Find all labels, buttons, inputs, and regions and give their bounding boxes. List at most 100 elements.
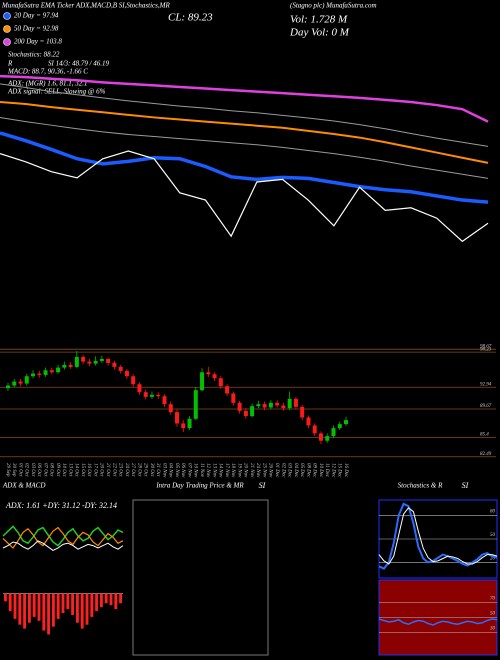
x-tick-label: 15 Oct <box>80 463 85 477</box>
candle-body <box>99 358 104 361</box>
candle-body <box>18 381 23 384</box>
x-tick-label: 29 Oct <box>143 463 148 477</box>
x-tick-label: 30 Sep <box>11 463 16 477</box>
panel-subtitle: ADX: 1.61 +DY: 31.12 -DY: 32.14 <box>5 501 117 510</box>
x-tick-label: 16 Oct <box>86 463 91 477</box>
x-tick-label: 05 Dec <box>299 463 304 478</box>
candle-body <box>306 417 311 426</box>
adx-signal: ADX signal: SELL, Slowing @ 6% <box>7 88 106 96</box>
x-tick-label: 24 Oct <box>124 463 129 477</box>
line <box>2 540 124 551</box>
x-tick-label: 05 Nov <box>174 463 179 478</box>
bar <box>71 593 75 615</box>
candle-body <box>193 390 198 419</box>
bar <box>61 593 65 613</box>
candle-body <box>262 404 267 408</box>
candle-body <box>68 364 73 367</box>
x-tick-label: 11 Dec <box>324 463 329 478</box>
y-tick-label: 98.67 <box>480 344 492 349</box>
x-tick-label: 04 Dec <box>293 463 298 478</box>
line <box>0 83 489 147</box>
close-price: CL: 89.23 <box>168 12 213 24</box>
x-tick-label: 18 Nov <box>230 463 235 478</box>
candle-body <box>24 376 29 384</box>
x-tick-label: 31 Oct <box>155 463 160 477</box>
x-tick-label: 02 Dec <box>280 463 285 478</box>
x-tick-label: 19 Nov <box>236 463 241 478</box>
volume: Vol: 1.728 M <box>290 14 348 26</box>
candle-body <box>124 370 129 377</box>
candle-body <box>293 398 298 407</box>
panel-title: ADX & MACD <box>2 482 45 490</box>
candle-body <box>62 364 67 368</box>
candle-body <box>162 396 167 405</box>
bar <box>47 593 51 635</box>
x-tick-label: 17 Oct <box>92 463 97 477</box>
candle-body <box>344 420 348 425</box>
y-tick-label: 80 <box>490 510 496 515</box>
candle-body <box>281 405 286 409</box>
legend-label: 200 Day = 103.8 <box>14 38 62 46</box>
x-tick-label: 01 Oct <box>17 463 22 477</box>
candle-body <box>49 370 54 373</box>
panel-title: Intra Day Trading Price & MR <box>155 482 244 490</box>
y-tick-label: 70 <box>490 597 496 602</box>
candle-body <box>318 433 323 441</box>
candle-body <box>74 356 79 367</box>
bar <box>32 593 36 617</box>
y-tick-label: 30 <box>490 627 496 632</box>
candle-body <box>256 404 261 407</box>
candle-body <box>56 367 61 373</box>
x-tick-label: 23 Oct <box>118 463 123 477</box>
panel-subtitle: SI <box>259 481 266 490</box>
y-tick-label: 85.4 <box>480 433 489 438</box>
x-tick-label: 09 Dec <box>312 463 317 478</box>
panel-title: Stochastics & R <box>398 482 443 490</box>
macd-note: MACD: 88.7, 90.36, -1.66 C <box>7 68 88 76</box>
candle-body <box>287 398 292 409</box>
x-tick-label: 03 Oct <box>30 463 35 477</box>
legend-marker <box>3 12 11 20</box>
candle-body <box>93 360 98 364</box>
y-tick-label: 20 <box>490 557 496 562</box>
x-tick-label: 09 Oct <box>55 463 60 477</box>
candle-body <box>237 402 242 411</box>
candle-body <box>212 374 217 379</box>
bar <box>27 593 31 623</box>
y-tick-label: 50 <box>490 612 496 617</box>
x-tick-label: 11 Nov <box>199 463 204 478</box>
candle-body <box>187 418 192 429</box>
x-tick-label: 25 Nov <box>261 463 266 478</box>
bar <box>95 593 99 612</box>
header-title: MunafaSutra EMA Ticker ADX,MACD,B SI,Sto… <box>1 2 170 10</box>
bar <box>13 593 17 619</box>
line <box>0 131 489 204</box>
panel-border <box>132 499 269 656</box>
line <box>0 116 489 179</box>
x-tick-label: 22 Oct <box>111 463 116 477</box>
line <box>0 74 489 123</box>
candle-body <box>275 402 280 406</box>
candle-body <box>243 410 248 417</box>
x-tick-label: 10 Nov <box>193 463 198 478</box>
candle-body <box>168 404 173 413</box>
panel-subtitle: SI <box>462 481 469 490</box>
bar <box>37 593 41 621</box>
y-tick-label: 50 <box>490 533 496 538</box>
candle-body <box>81 356 86 362</box>
bar <box>56 593 60 619</box>
candle-body <box>206 372 211 375</box>
candle-body <box>268 402 273 408</box>
x-tick-label: 20 Oct <box>99 463 104 477</box>
x-tick-label: 12 Dec <box>330 463 335 478</box>
line <box>378 507 498 565</box>
bar <box>119 593 123 604</box>
x-tick-label: 28 Oct <box>136 463 141 477</box>
candle-body <box>143 392 148 397</box>
rsi-note: SI 14/3: 48.79 / 46.19 <box>48 60 110 68</box>
candle-body <box>118 366 123 371</box>
x-tick-label: 13 Oct <box>67 463 72 477</box>
candle-body <box>87 361 92 364</box>
